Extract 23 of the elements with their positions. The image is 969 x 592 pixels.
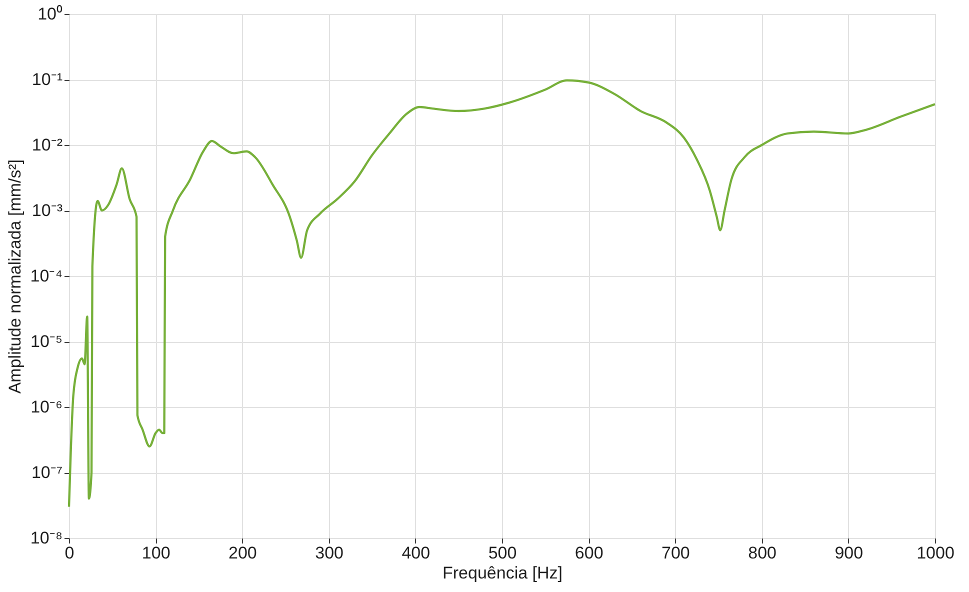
y-tick-label: 10⁻¹ [32, 70, 63, 89]
x-tick-label: 900 [834, 544, 864, 562]
x-tick-label: 1000 [916, 544, 954, 562]
x-tick-label: 800 [748, 544, 776, 562]
y-tick-label: 10⁻⁶ [30, 398, 62, 416]
y-tick-label: 10⁻⁴ [30, 266, 62, 286]
x-tick-label: 700 [662, 544, 690, 562]
y-tick-label: 10⁻⁸ [30, 528, 62, 548]
x-tick-label: 400 [402, 544, 430, 562]
y-tick-label: 10⁻⁷ [31, 463, 62, 482]
x-tick-label: 100 [142, 544, 170, 562]
y-tick-label: 10⁻⁵ [30, 332, 62, 351]
y-tick-label: 10⁻³ [32, 201, 63, 220]
x-axis-title: Frequência [Hz] [442, 564, 562, 582]
x-tick-label: 500 [488, 544, 517, 562]
y-tick-label: 10⁻² [32, 136, 63, 154]
x-tick-label: 0 [64, 544, 74, 562]
y-tick-label: 10⁰ [38, 4, 62, 24]
x-tick-label: 300 [315, 544, 344, 562]
y-axis-title: Amplitude normalizada [mm/s²] [5, 159, 24, 394]
line-series [68, 79, 936, 508]
x-tick-label: 200 [228, 544, 257, 562]
x-tick-label: 600 [574, 544, 604, 562]
